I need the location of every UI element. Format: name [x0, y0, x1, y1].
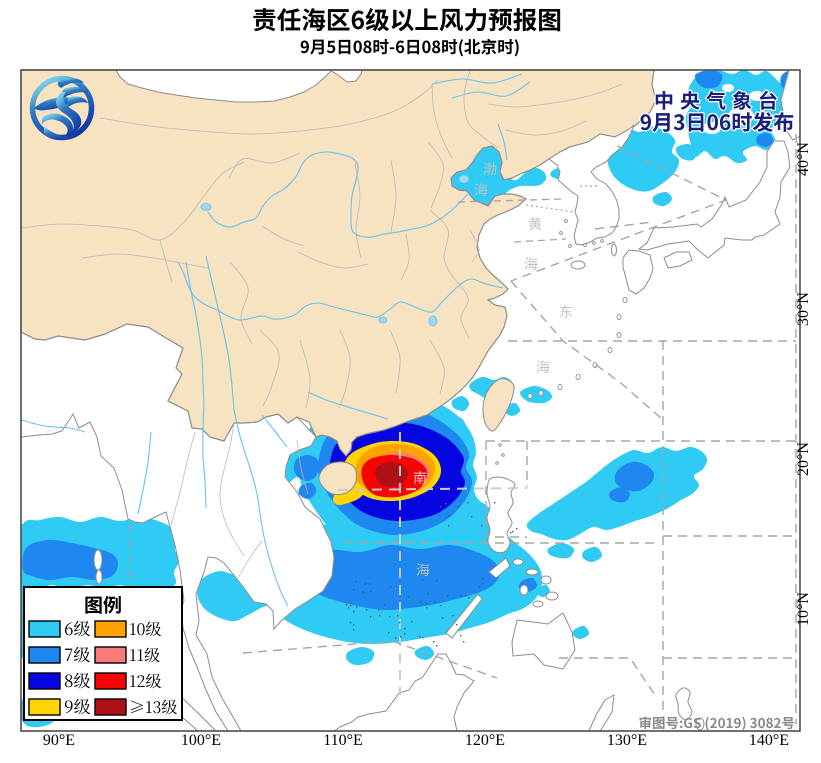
svg-text:40°N: 40°N: [795, 142, 812, 176]
svg-text:30°N: 30°N: [795, 292, 812, 326]
svg-text:110°E: 110°E: [323, 732, 363, 749]
svg-text:130°E: 130°E: [607, 732, 647, 749]
svg-text:100°E: 100°E: [181, 732, 221, 749]
svg-text:10°N: 10°N: [795, 592, 812, 626]
svg-text:140°E: 140°E: [749, 732, 789, 749]
svg-text:90°E: 90°E: [43, 732, 75, 749]
svg-text:20°N: 20°N: [795, 442, 812, 476]
svg-text:120°E: 120°E: [465, 732, 505, 749]
